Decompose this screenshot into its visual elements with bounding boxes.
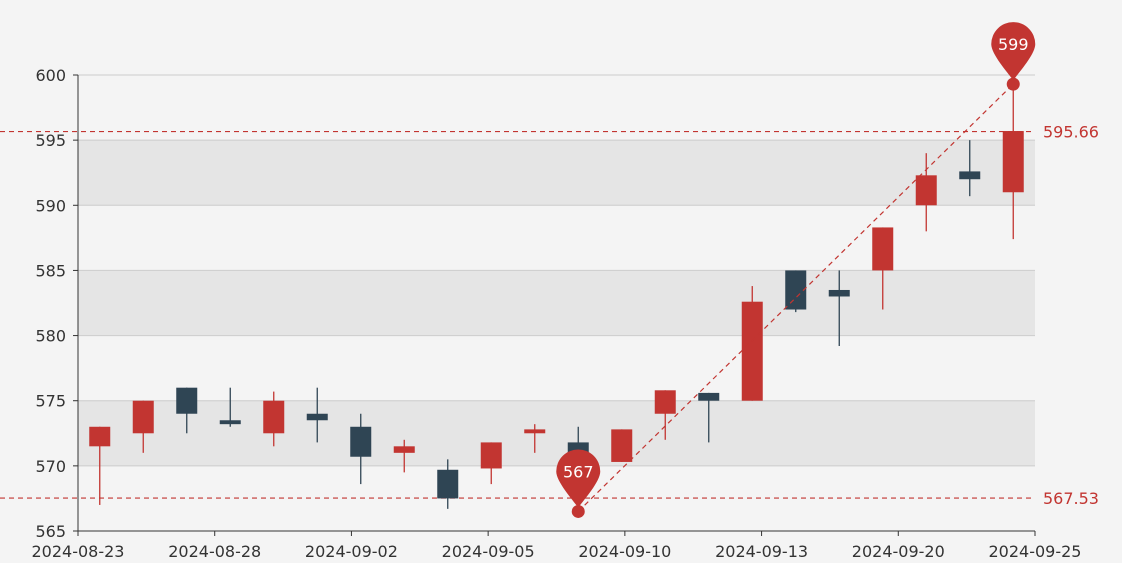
candle: [959, 140, 981, 197]
candle-body: [915, 175, 937, 206]
candle-body: [1002, 131, 1024, 193]
grid-band: [78, 400, 1035, 466]
grid-band: [78, 270, 1035, 336]
candle: [306, 387, 328, 443]
candle-body: [437, 469, 459, 499]
reference-line-label: 595.66: [1043, 123, 1099, 142]
candle-body: [741, 301, 763, 401]
candle: [872, 227, 894, 310]
candle-body: [306, 413, 328, 421]
y-tick-label: 595: [35, 131, 66, 150]
candle: [263, 391, 285, 447]
pin-balloon: [991, 22, 1036, 81]
candle: [393, 439, 415, 473]
x-tick-label: 2024-09-25: [989, 542, 1082, 561]
x-tick-label: 2024-09-20: [852, 542, 945, 561]
pin-balloon: [556, 449, 601, 508]
candle: [219, 387, 241, 427]
x-tick-label: 2024-09-10: [578, 542, 671, 561]
pin-marker: 567: [556, 449, 601, 518]
candle-body: [567, 442, 589, 453]
candle: [1002, 84, 1024, 240]
candle-body: [654, 390, 676, 414]
grid-band: [78, 75, 1035, 141]
candle: [132, 400, 154, 453]
candle-body: [176, 387, 198, 414]
y-tick-label: 570: [35, 457, 66, 476]
candle-body: [480, 442, 502, 469]
candle: [437, 459, 459, 509]
y-tick-label: 580: [35, 327, 66, 346]
grid-band: [78, 335, 1035, 401]
candle-body: [350, 426, 372, 457]
candle: [828, 270, 850, 346]
candle: [176, 387, 198, 434]
candle: [915, 153, 937, 232]
candle-body: [132, 400, 154, 434]
candle-body: [611, 429, 633, 462]
candle-body: [959, 171, 981, 180]
candle-body: [263, 400, 285, 434]
x-tick-label: 2024-09-02: [305, 542, 398, 561]
x-tick-label: 2024-08-23: [32, 542, 125, 561]
pin-dot: [571, 504, 585, 518]
candle-body: [785, 270, 807, 310]
candle-body: [219, 420, 241, 425]
x-tick-label: 2024-08-28: [168, 542, 261, 561]
y-tick-label: 565: [35, 522, 66, 541]
candle-body: [89, 426, 111, 447]
y-tick-label: 590: [35, 196, 66, 215]
grid-band: [78, 140, 1035, 206]
reference-line-label: 567.53: [1043, 489, 1099, 508]
candle-body: [872, 227, 894, 271]
candle: [698, 392, 720, 443]
pin-label: 567: [563, 462, 594, 481]
candle: [350, 413, 372, 485]
candle-body: [524, 429, 546, 434]
candle: [654, 390, 676, 440]
candle: [89, 426, 111, 505]
candle-body: [828, 289, 850, 297]
trend-line: [577, 83, 1014, 512]
x-tick-label: 2024-09-13: [715, 542, 808, 561]
candle: [611, 429, 633, 462]
y-tick-label: 575: [35, 392, 66, 411]
candle-body: [698, 392, 720, 401]
candle: [741, 286, 763, 401]
candle: [785, 270, 807, 313]
candle-body: [393, 446, 415, 453]
pin-dot: [1006, 77, 1020, 91]
x-tick-label: 2024-09-05: [442, 542, 535, 561]
y-tick-label: 585: [35, 261, 66, 280]
candle: [524, 424, 546, 453]
candle: [480, 442, 502, 485]
pin-label: 599: [998, 35, 1029, 54]
y-tick-label: 600: [35, 66, 66, 85]
pin-marker: 599: [991, 22, 1036, 91]
